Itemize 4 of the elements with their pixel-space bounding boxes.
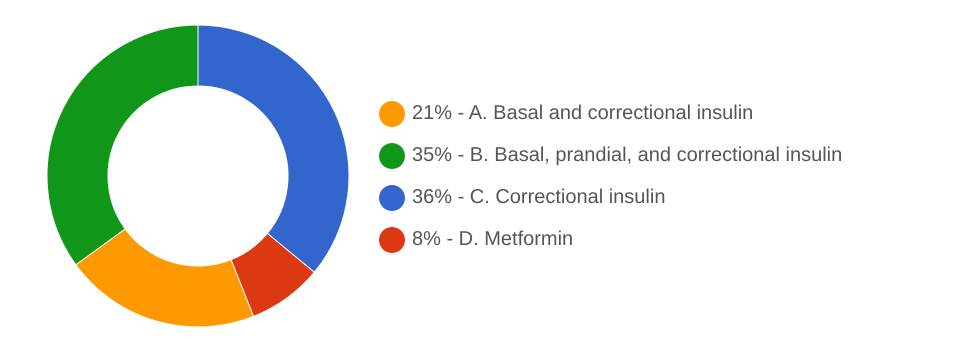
legend-label: 8% - D. Metformin	[412, 228, 574, 251]
legend-label: 35% - B. Basal, prandial, and correctional insulin	[412, 144, 842, 167]
legend-label: 21% - A. Basal and correctional insulin	[412, 102, 754, 125]
legend-label: 36% - C. Correctional insulin	[412, 186, 666, 209]
